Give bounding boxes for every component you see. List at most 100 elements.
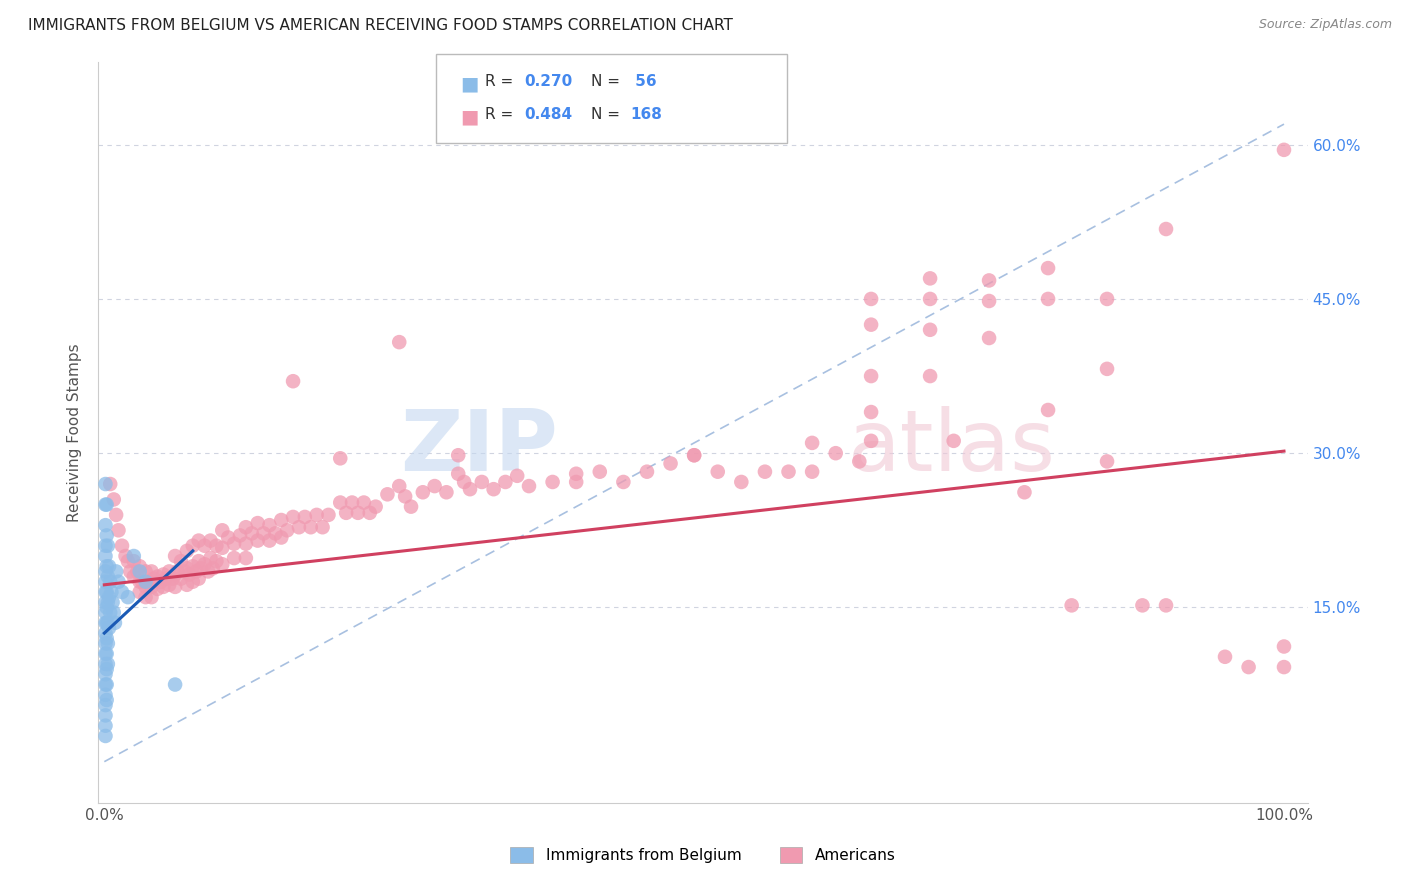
Point bbox=[347, 506, 370, 520]
Point bbox=[96, 693, 118, 707]
Point bbox=[942, 434, 965, 448]
Point bbox=[229, 528, 252, 542]
Point bbox=[353, 495, 375, 509]
Point bbox=[235, 537, 257, 551]
Point bbox=[259, 518, 281, 533]
Point bbox=[149, 574, 172, 589]
Point bbox=[187, 533, 209, 548]
Point bbox=[1095, 454, 1118, 468]
Text: ■: ■ bbox=[460, 107, 478, 126]
Text: N =: N = bbox=[591, 74, 624, 89]
Point bbox=[329, 451, 352, 466]
Point bbox=[636, 465, 658, 479]
Point bbox=[281, 510, 304, 524]
Point bbox=[135, 565, 157, 579]
Point bbox=[96, 632, 118, 646]
Point bbox=[141, 590, 163, 604]
Point bbox=[135, 574, 157, 589]
Point bbox=[329, 495, 352, 509]
Point bbox=[135, 580, 157, 594]
Point bbox=[447, 448, 470, 462]
Point bbox=[364, 500, 387, 514]
Point bbox=[977, 273, 1000, 287]
Point bbox=[165, 677, 187, 691]
Point bbox=[399, 500, 422, 514]
Point bbox=[264, 526, 287, 541]
Point bbox=[506, 468, 529, 483]
Point bbox=[436, 485, 458, 500]
Point bbox=[94, 708, 117, 723]
Point bbox=[98, 477, 121, 491]
Point bbox=[94, 657, 117, 671]
Point bbox=[122, 549, 145, 563]
Point bbox=[176, 561, 198, 575]
Point bbox=[1154, 222, 1177, 236]
Point bbox=[94, 606, 117, 620]
Point bbox=[187, 572, 209, 586]
Point bbox=[294, 510, 316, 524]
Point bbox=[128, 565, 150, 579]
Y-axis label: Receiving Food Stamps: Receiving Food Stamps bbox=[67, 343, 83, 522]
Point bbox=[977, 331, 1000, 345]
Point bbox=[423, 479, 446, 493]
Point bbox=[94, 677, 117, 691]
Point bbox=[94, 574, 117, 589]
Point bbox=[135, 590, 157, 604]
Point bbox=[659, 457, 682, 471]
Point bbox=[517, 479, 540, 493]
Point bbox=[181, 559, 204, 574]
Point bbox=[1154, 599, 1177, 613]
Point bbox=[120, 565, 142, 579]
Point bbox=[128, 559, 150, 574]
Point bbox=[977, 293, 1000, 308]
Point bbox=[103, 492, 125, 507]
Point bbox=[259, 533, 281, 548]
Point bbox=[235, 520, 257, 534]
Point bbox=[359, 506, 381, 520]
Point bbox=[270, 531, 292, 545]
Point bbox=[1132, 599, 1154, 613]
Text: 168: 168 bbox=[630, 107, 662, 122]
Point bbox=[111, 539, 134, 553]
Point bbox=[190, 561, 212, 575]
Point bbox=[860, 318, 883, 332]
Point bbox=[447, 467, 470, 481]
Point bbox=[860, 434, 883, 448]
Point bbox=[142, 572, 165, 586]
Point bbox=[107, 524, 129, 538]
Point bbox=[94, 518, 117, 533]
Point bbox=[94, 585, 117, 599]
Point bbox=[194, 539, 217, 553]
Point bbox=[311, 520, 333, 534]
Point bbox=[101, 595, 124, 609]
Text: ZIP: ZIP bbox=[401, 406, 558, 489]
Point bbox=[217, 531, 239, 545]
Point bbox=[458, 482, 481, 496]
Point bbox=[94, 498, 117, 512]
Point bbox=[94, 477, 117, 491]
Point bbox=[1272, 143, 1295, 157]
Text: 56: 56 bbox=[630, 74, 657, 89]
Point bbox=[96, 528, 118, 542]
Text: atlas: atlas bbox=[848, 406, 1056, 489]
Point bbox=[98, 621, 121, 635]
Point bbox=[920, 369, 942, 384]
Point bbox=[94, 539, 117, 553]
Point bbox=[94, 688, 117, 702]
Point bbox=[98, 559, 121, 574]
Point bbox=[205, 539, 228, 553]
Point bbox=[565, 467, 588, 481]
Point bbox=[157, 565, 180, 579]
Point bbox=[94, 667, 117, 681]
Point bbox=[128, 585, 150, 599]
Point bbox=[860, 292, 883, 306]
Point bbox=[146, 569, 169, 583]
Point bbox=[920, 292, 942, 306]
Point bbox=[141, 580, 163, 594]
Point bbox=[94, 698, 117, 712]
Point bbox=[98, 606, 121, 620]
Point bbox=[114, 549, 136, 563]
Point bbox=[730, 475, 752, 489]
Point bbox=[94, 565, 117, 579]
Point bbox=[318, 508, 340, 522]
